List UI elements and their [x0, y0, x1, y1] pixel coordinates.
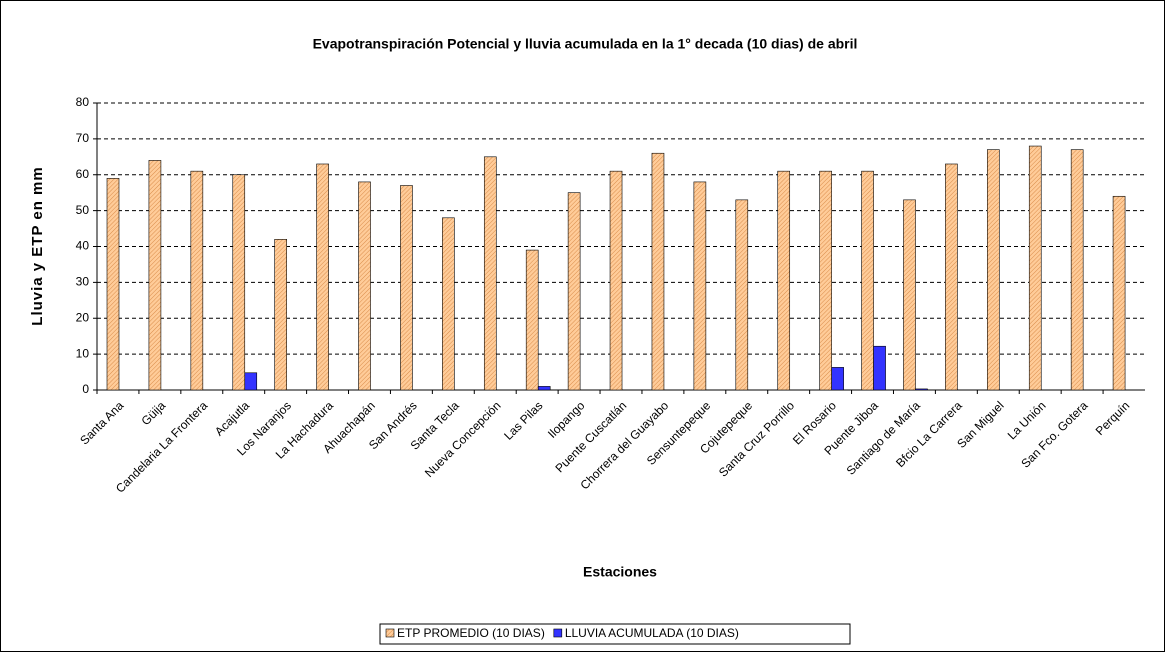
bar [693, 181, 707, 391]
legend: ETP PROMEDIO (10 DIAS) LLUVIA ACUMULADA (… [379, 623, 851, 645]
bar [525, 249, 539, 391]
bar [915, 388, 928, 391]
bar [819, 170, 832, 391]
bar [777, 170, 791, 391]
bar [1028, 145, 1042, 391]
bar [1112, 195, 1126, 391]
bar [274, 239, 287, 391]
legend-swatch [385, 628, 395, 638]
bar [735, 199, 749, 391]
bar [148, 160, 162, 391]
legend-label: LLUVIA ACUMULADA (10 DIAS) [565, 626, 739, 640]
bar [567, 192, 581, 391]
bar [609, 170, 623, 391]
bar [442, 217, 455, 391]
bar [831, 367, 844, 391]
bar [244, 372, 258, 391]
y-tick-label: 0 [82, 382, 89, 396]
bar [903, 199, 916, 391]
bar [651, 152, 665, 391]
bar [316, 163, 329, 391]
bar [1070, 149, 1084, 391]
bar [945, 163, 958, 391]
y-axis-label: Lluvia y ETP en mm [29, 166, 46, 325]
x-axis-label: Estaciones [583, 564, 657, 580]
y-tick-label: 50 [76, 203, 90, 217]
bar [400, 185, 413, 391]
bar [861, 170, 874, 391]
bar [537, 386, 551, 391]
legend-swatch [553, 628, 563, 638]
chart-title: Evapotranspiración Potencial y lluvia ac… [313, 36, 858, 52]
bar [987, 149, 1000, 391]
y-tick-label: 70 [76, 131, 90, 145]
y-tick-label: 10 [76, 346, 90, 360]
y-tick-label: 80 [76, 95, 90, 109]
bar [190, 170, 204, 391]
y-tick-label: 30 [76, 275, 90, 289]
y-tick-label: 40 [76, 239, 90, 253]
y-tick-label: 60 [76, 167, 90, 181]
bar [358, 181, 371, 391]
bar [106, 178, 120, 391]
legend-label: ETP PROMEDIO (10 DIAS) [397, 626, 545, 640]
bar [232, 174, 246, 391]
bar [483, 156, 497, 391]
bar [873, 345, 886, 391]
y-tick-label: 20 [76, 310, 90, 324]
legend-box [379, 623, 851, 645]
